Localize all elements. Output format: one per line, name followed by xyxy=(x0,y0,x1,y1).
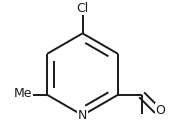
Text: Cl: Cl xyxy=(76,2,89,15)
Text: O: O xyxy=(156,104,165,117)
Text: N: N xyxy=(78,109,87,122)
Text: Me: Me xyxy=(14,87,33,100)
